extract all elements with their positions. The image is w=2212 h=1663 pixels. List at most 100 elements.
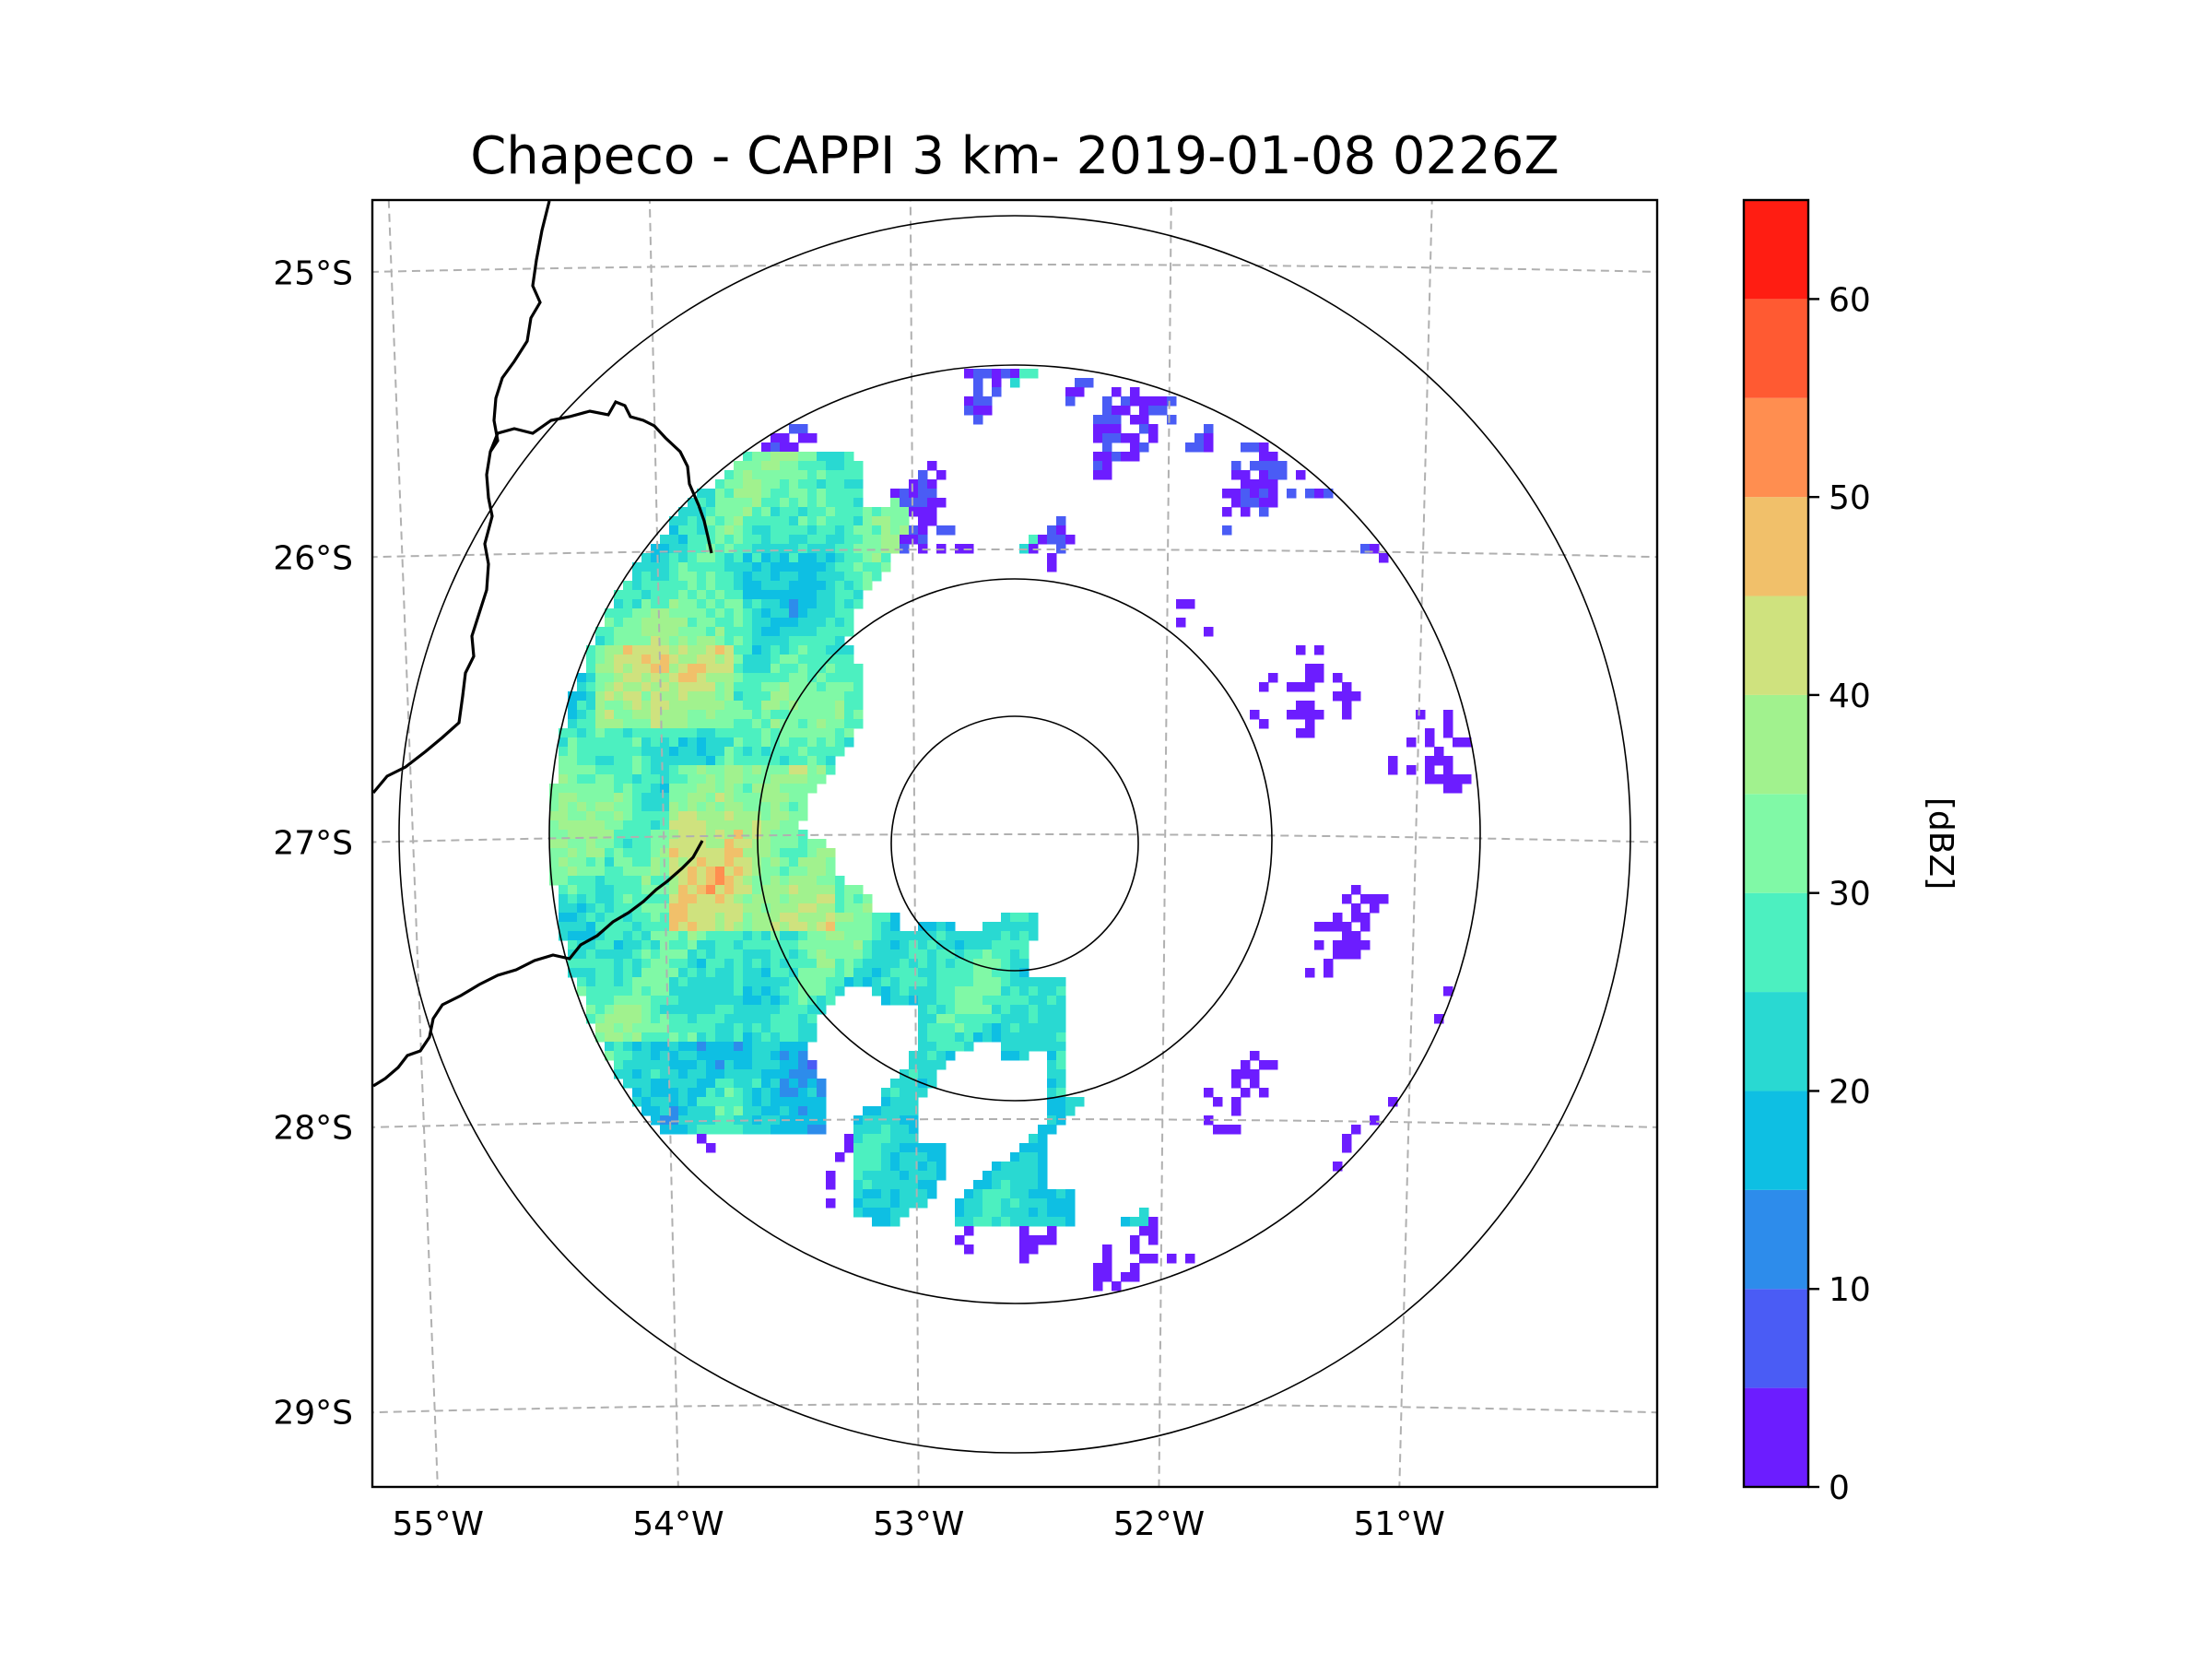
echo-cell [752,857,762,867]
echo-cell [688,913,698,923]
echo-cell [835,986,845,997]
echo-cell [1029,1208,1039,1218]
echo-cell [900,1115,910,1126]
echo-cell [743,959,753,969]
echo-cell [752,608,762,619]
echo-cell [826,903,836,914]
echo-cell [1268,489,1278,499]
echo-cell [761,839,771,849]
echo-cell [623,977,633,987]
echo-cell [761,507,771,517]
echo-cell [678,848,688,858]
echo-cell [632,1005,642,1015]
echo-cell [752,876,762,886]
echo-cell [697,986,707,997]
echo-cell [559,802,569,812]
echo-cell [817,1106,827,1116]
echo-cell [632,590,642,600]
echo-cell [688,1097,698,1107]
echo-cell [559,765,569,775]
echo-cell [973,1208,983,1218]
echo-cell [780,1106,790,1116]
echo-cell [595,857,606,867]
echo-cell [1388,756,1398,766]
echo-cell [844,590,854,600]
echo-cell [900,1125,910,1135]
echo-cell [697,1051,707,1061]
echo-cell [678,581,688,591]
echo-cell [724,811,735,821]
echo-cell [688,691,698,702]
echo-cell [936,1042,947,1052]
echo-cell [669,931,679,941]
echo-cell [715,848,725,858]
echo-cell [715,544,725,554]
echo-cell [1056,1060,1066,1070]
echo-cell [1259,442,1269,453]
echo-cell [678,1125,688,1135]
echo-cell [706,636,716,646]
echo-cell [789,747,799,757]
echo-cell [605,756,615,766]
echo-cell [1462,774,1472,784]
echo-cell [918,1152,928,1162]
echo-cell [771,544,781,554]
echo-cell [752,562,762,572]
echo-cell [1093,1263,1103,1273]
echo-cell [660,728,670,738]
echo-cell [807,581,818,591]
echo-cell [752,599,762,609]
echo-cell [817,996,827,1006]
echo-cell [641,599,652,609]
echo-cell [789,424,799,434]
echo-cell [927,516,937,526]
echo-cell [688,1060,698,1070]
echo-cell [761,1014,771,1024]
echo-cell [614,618,624,628]
echo-cell [651,756,661,766]
echo-cell [798,1088,808,1098]
echo-cell [992,1032,1002,1043]
echo-cell [743,940,753,950]
echo-cell [651,876,661,886]
echo-cell [605,811,615,821]
echo-cell [1148,1235,1159,1245]
echo-cell [853,959,864,969]
echo-cell [568,931,578,941]
echo-cell [881,959,891,969]
echo-cell [807,719,818,729]
echo-cell [623,903,633,914]
echo-cell [577,876,587,886]
echo-cell [734,793,744,803]
echo-cell [743,1032,753,1043]
echo-cell [614,802,624,812]
echo-cell [743,903,753,914]
meridian-line [1158,200,1172,1487]
echo-cell [771,774,781,784]
echo-cell [724,940,735,950]
echo-cell [844,599,854,609]
echo-cell [881,931,891,941]
echo-cell [853,710,864,720]
echo-cell [743,682,753,692]
parallel-line [372,1117,1657,1128]
echo-cell [743,544,753,554]
echo-cell [688,1088,698,1098]
echo-cell [706,507,716,517]
echo-cell [1093,424,1103,434]
echo-cell [1222,507,1232,517]
echo-cell [1213,1097,1223,1107]
echo-cell [734,747,744,757]
echo-cell [697,710,707,720]
echo-cell [697,756,707,766]
echo-cell [568,811,578,821]
echo-cell [1194,433,1205,443]
echo-cell [595,1014,606,1024]
echo-cell [807,1032,818,1043]
echo-cell [595,774,606,784]
echo-cell [559,922,569,932]
echo-cell [881,1208,891,1218]
echo-cell [632,636,642,646]
echo-cell [964,1244,974,1255]
echo-cell [715,867,725,877]
